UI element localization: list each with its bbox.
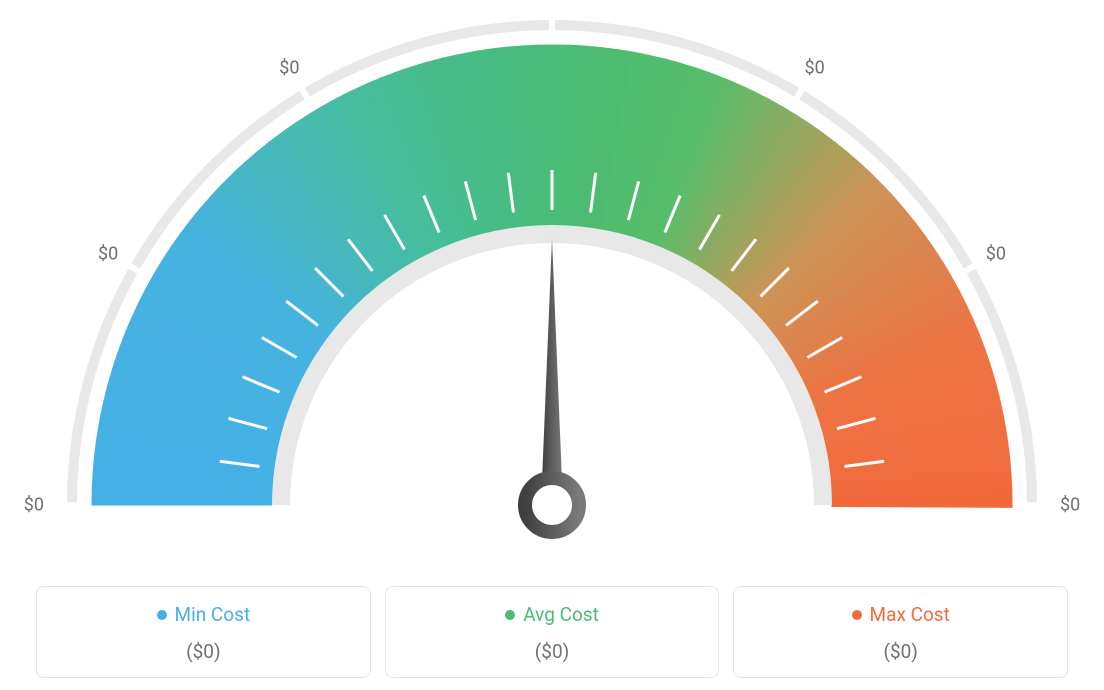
legend-dot-max (852, 610, 862, 620)
gauge-svg (0, 0, 1104, 560)
legend-dot-avg (505, 610, 515, 620)
gauge-chart: $0$0$0$0$0$0$0 (0, 0, 1104, 560)
legend-title-max: Max Cost (852, 603, 950, 626)
legend-value-min: ($0) (47, 640, 360, 663)
legend-row: Min Cost ($0) Avg Cost ($0) Max Cost ($0… (0, 586, 1104, 678)
legend-card-min: Min Cost ($0) (36, 586, 371, 678)
legend-label-min: Min Cost (175, 603, 251, 626)
legend-dot-min (157, 610, 167, 620)
legend-value-max: ($0) (744, 640, 1057, 663)
gauge-tick-label: $0 (1060, 495, 1080, 516)
gauge-tick-label: $0 (24, 495, 44, 516)
gauge-tick-label: $0 (98, 243, 118, 264)
legend-label-max: Max Cost (870, 603, 950, 626)
legend-title-min: Min Cost (157, 603, 251, 626)
gauge-tick-label: $0 (805, 57, 825, 78)
gauge-tick-label: $0 (986, 243, 1006, 264)
gauge-tick-label: $0 (279, 57, 299, 78)
legend-label-avg: Avg Cost (523, 603, 599, 626)
legend-card-max: Max Cost ($0) (733, 586, 1068, 678)
legend-value-avg: ($0) (396, 640, 709, 663)
legend-card-avg: Avg Cost ($0) (385, 586, 720, 678)
legend-title-avg: Avg Cost (505, 603, 599, 626)
